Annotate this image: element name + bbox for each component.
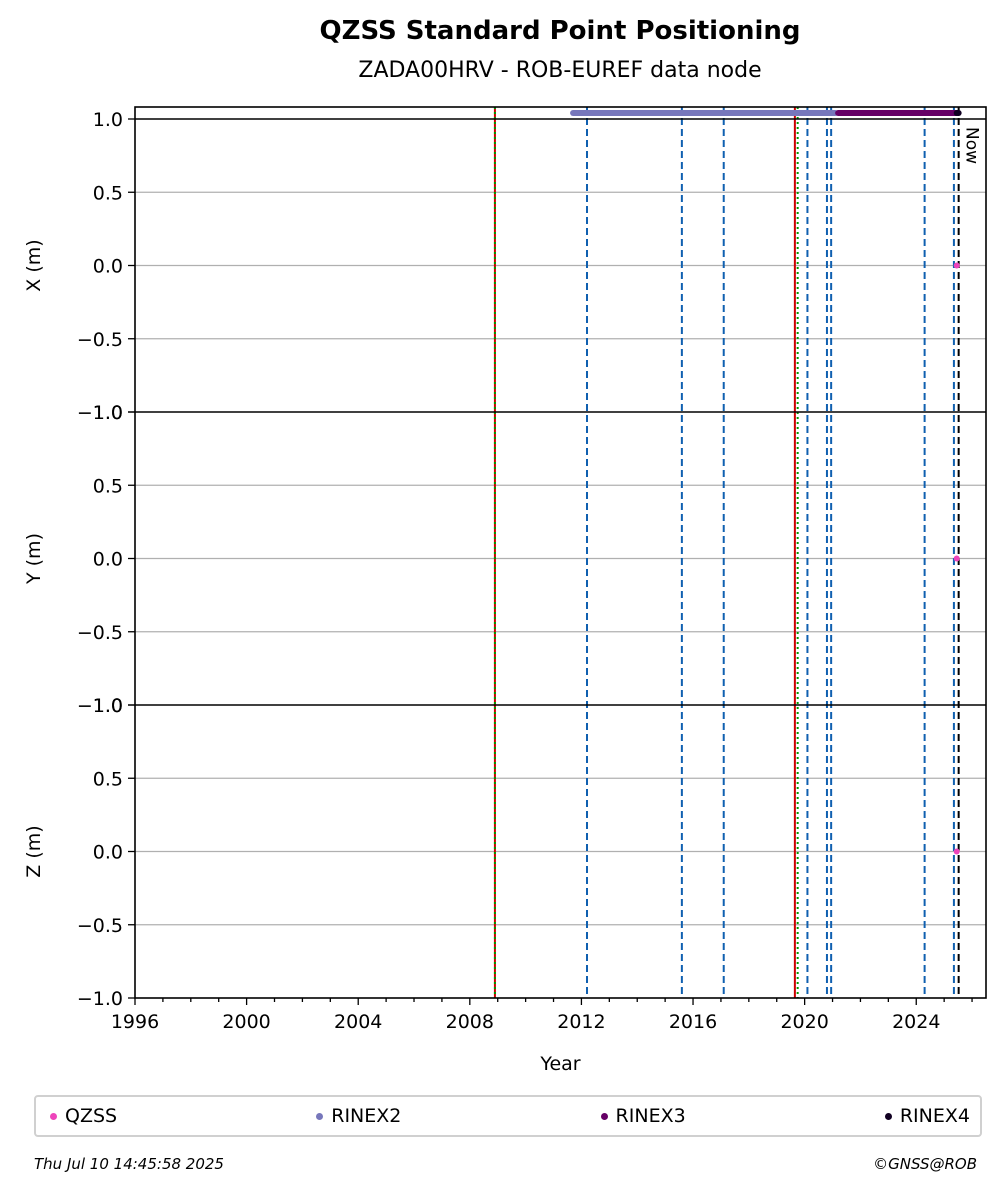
legend-label-qzss: QZSS xyxy=(65,1105,118,1127)
y-tick-label: 1.0 xyxy=(93,695,123,717)
footer-timestamp: Thu Jul 10 14:45:58 2025 xyxy=(34,1155,224,1173)
data-point-x xyxy=(953,262,960,269)
legend-label-rinex3: RINEX3 xyxy=(615,1105,686,1127)
legend-marker-rinex4 xyxy=(884,1112,892,1120)
y-tick-label: −1.0 xyxy=(77,695,123,717)
y-axis-label: X (m) xyxy=(23,239,45,291)
data-point-y xyxy=(953,555,960,562)
legend-item-rinex2: RINEX2 xyxy=(316,1105,401,1127)
x-tick-label: 2012 xyxy=(557,1011,605,1033)
y-tick-label: 0.0 xyxy=(93,549,123,571)
y-tick-label: −0.5 xyxy=(77,329,123,351)
x-tick-label: 2024 xyxy=(892,1011,940,1033)
x-tick-label: 2016 xyxy=(669,1011,717,1033)
y-tick-label: 1.0 xyxy=(93,109,123,131)
chart-legend: QZSS RINEX2 RINEX3 RINEX4 xyxy=(34,1095,982,1137)
chart-title: QZSS Standard Point Positioning xyxy=(319,16,801,46)
now-label: Now xyxy=(962,127,982,164)
y-tick-label: 0.5 xyxy=(93,475,123,497)
plot-frame xyxy=(134,106,987,999)
x-axis-label: Year xyxy=(539,1053,580,1075)
y-tick-label: −1.0 xyxy=(77,988,123,1010)
legend-item-qzss: QZSS xyxy=(50,1105,117,1127)
footer-copyright: ©GNSS@ROB xyxy=(873,1155,977,1173)
legend-label-rinex4: RINEX4 xyxy=(899,1105,970,1127)
y-tick-label: 0.0 xyxy=(93,256,123,278)
legend-item-rinex4: RINEX4 xyxy=(884,1105,970,1127)
x-tick-label: 1996 xyxy=(111,1011,159,1033)
legend-marker-qzss xyxy=(50,1112,57,1120)
legend-item-rinex3: RINEX3 xyxy=(600,1105,686,1127)
x-tick-label: 2020 xyxy=(780,1011,828,1033)
chart-subtitle: ZADA00HRV - ROB-EUREF data node xyxy=(358,58,762,83)
legend-marker-rinex3 xyxy=(600,1112,608,1120)
y-tick-label: 0.5 xyxy=(93,182,123,204)
data-point-z xyxy=(953,848,960,855)
y-tick-label: 1.0 xyxy=(93,402,123,424)
x-tick-label: 2000 xyxy=(222,1011,270,1033)
y-axis-label: Y (m) xyxy=(23,533,45,585)
y-axis-label: Z (m) xyxy=(23,825,45,877)
x-tick-label: 2004 xyxy=(334,1011,382,1033)
y-tick-label: −0.5 xyxy=(77,915,123,937)
y-tick-label: 0.5 xyxy=(93,768,123,790)
legend-marker-rinex2 xyxy=(316,1112,324,1120)
legend-label-rinex2: RINEX2 xyxy=(331,1105,402,1127)
y-tick-label: −1.0 xyxy=(77,402,123,424)
x-tick-label: 2008 xyxy=(446,1011,494,1033)
y-tick-label: 0.0 xyxy=(93,842,123,864)
y-tick-label: −0.5 xyxy=(77,622,123,644)
